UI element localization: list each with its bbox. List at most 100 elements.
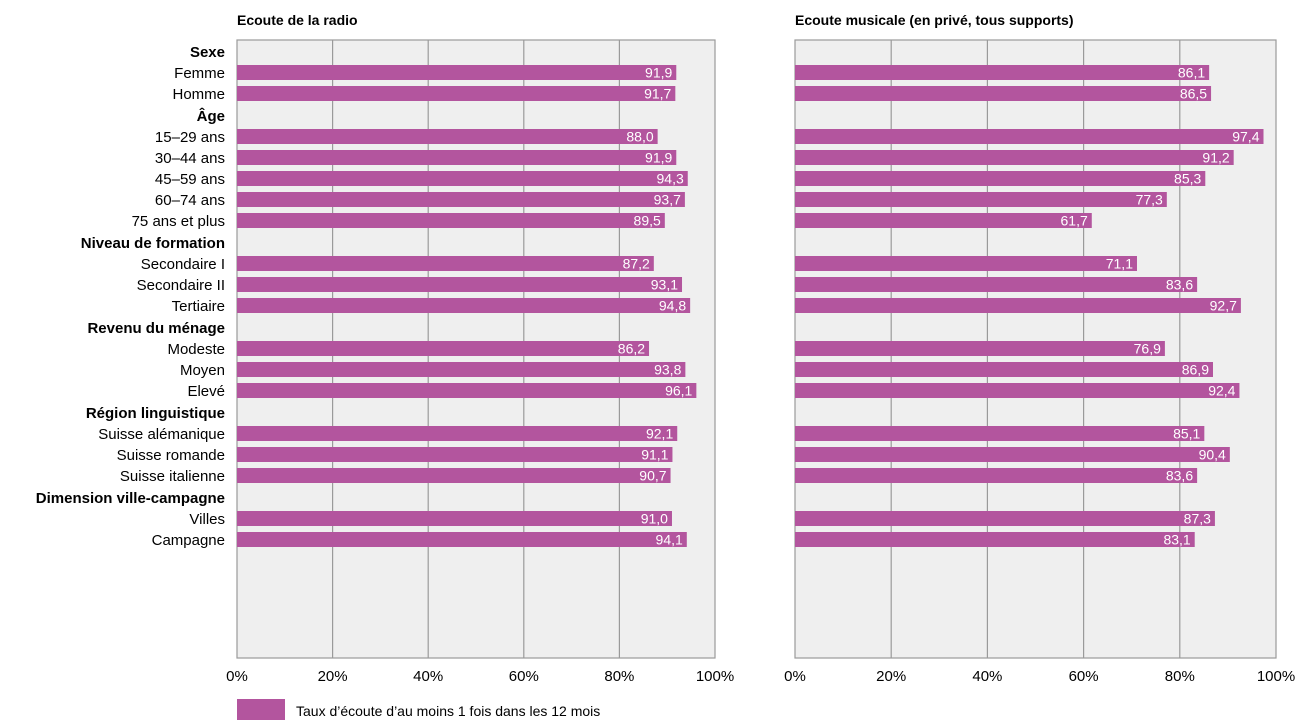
chart-panel-2: Ecoute musicale (en privé, tous supports… [784, 12, 1295, 685]
bar-value-label: 86,1 [1178, 65, 1205, 81]
category-label: 15–29 ans [155, 129, 225, 146]
bar [795, 468, 1198, 483]
bar [237, 65, 677, 80]
x-tick-label: 20% [318, 668, 348, 685]
bar [237, 86, 676, 101]
bar [237, 532, 687, 547]
category-label: Tertiaire [172, 298, 225, 315]
bar-value-label: 87,3 [1184, 511, 1211, 527]
bar [795, 86, 1212, 101]
bar-value-label: 96,1 [665, 383, 692, 399]
bar [237, 129, 658, 144]
bar-value-label: 91,1 [641, 447, 668, 463]
bar [237, 192, 685, 207]
bar [237, 171, 688, 186]
bar-value-label: 94,8 [659, 298, 686, 314]
bar [237, 383, 697, 398]
x-tick-label: 60% [1069, 668, 1099, 685]
bar [795, 511, 1215, 526]
bar-value-label: 76,9 [1134, 341, 1161, 357]
bar [795, 383, 1240, 398]
bar-value-label: 94,1 [656, 532, 683, 548]
x-tick-label: 40% [972, 668, 1002, 685]
bar [237, 426, 678, 441]
x-tick-label: 80% [604, 668, 634, 685]
bar [237, 468, 671, 483]
x-tick-label: 80% [1165, 668, 1195, 685]
bar-value-label: 91,0 [641, 511, 668, 527]
x-tick-label: 60% [509, 668, 539, 685]
x-tick-label: 40% [413, 668, 443, 685]
bar-value-label: 91,9 [645, 150, 672, 166]
bar [795, 150, 1234, 165]
bar-value-label: 86,9 [1182, 362, 1209, 378]
category-label: 75 ans et plus [132, 213, 225, 230]
x-tick-label: 20% [876, 668, 906, 685]
bar-value-label: 92,7 [1210, 298, 1237, 314]
panel-title: Ecoute de la radio [237, 12, 358, 28]
category-label: Suisse italienne [120, 468, 225, 485]
bar-value-label: 86,2 [618, 341, 645, 357]
category-label: 30–44 ans [155, 150, 225, 167]
group-label: Niveau de formation [81, 235, 225, 252]
legend: Taux d’écoute d’au moins 1 fois dans les… [237, 699, 600, 720]
bar [795, 298, 1241, 313]
bar-value-label: 83,6 [1166, 468, 1193, 484]
bar-value-label: 93,8 [654, 362, 681, 378]
bar-value-label: 85,3 [1174, 171, 1201, 187]
group-label: Revenu du ménage [87, 320, 225, 337]
bar [795, 171, 1206, 186]
bar-value-label: 61,7 [1061, 213, 1088, 229]
legend-swatch [237, 699, 285, 720]
bar [795, 213, 1092, 228]
bar [237, 447, 673, 462]
x-tick-label: 0% [226, 668, 248, 685]
category-label: Suisse romande [117, 447, 225, 464]
category-label: 60–74 ans [155, 192, 225, 209]
bar-value-label: 91,7 [644, 86, 671, 102]
bar-value-label: 83,6 [1166, 277, 1193, 293]
category-label: Secondaire I [141, 256, 225, 273]
bar [795, 277, 1198, 292]
bar [795, 129, 1264, 144]
bar-value-label: 91,2 [1202, 150, 1229, 166]
bar [237, 150, 677, 165]
category-label: Campagne [152, 532, 225, 549]
bar-value-label: 77,3 [1136, 192, 1163, 208]
bar-value-label: 85,1 [1173, 426, 1200, 442]
bar-value-label: 86,5 [1180, 86, 1207, 102]
group-label: Dimension ville-campagne [36, 490, 225, 507]
legend-label: Taux d’écoute d’au moins 1 fois dans les… [296, 703, 600, 719]
bar-value-label: 92,4 [1208, 383, 1235, 399]
group-label: Région linguistique [86, 405, 225, 422]
bar-value-label: 93,1 [651, 277, 678, 293]
bar [237, 298, 691, 313]
bar [795, 362, 1213, 377]
bar [237, 341, 650, 356]
bar [795, 426, 1205, 441]
bar-value-label: 87,2 [623, 256, 650, 272]
bar [795, 256, 1137, 271]
bar [795, 65, 1210, 80]
bar-value-label: 83,1 [1163, 532, 1190, 548]
category-label: Homme [172, 86, 225, 103]
panel-title: Ecoute musicale (en privé, tous supports… [795, 12, 1074, 28]
category-label: Modeste [167, 341, 225, 358]
chart-panel-1: Ecoute de la radio 0% 20% 40% 60% 80% 100% Sexe… [36, 12, 734, 685]
bar [795, 192, 1167, 207]
bar-value-label: 90,4 [1199, 447, 1226, 463]
category-label: Elevé [187, 383, 225, 400]
bar [237, 277, 683, 292]
bar [237, 362, 686, 377]
group-label: Sexe [190, 44, 225, 61]
bar-value-label: 91,9 [645, 65, 672, 81]
category-label: Femme [174, 65, 225, 82]
bar-value-label: 93,7 [654, 192, 681, 208]
bar [237, 511, 672, 526]
bar-value-label: 90,7 [639, 468, 666, 484]
bar [237, 256, 654, 271]
category-label: Moyen [180, 362, 225, 379]
x-tick-label: 0% [784, 668, 806, 685]
